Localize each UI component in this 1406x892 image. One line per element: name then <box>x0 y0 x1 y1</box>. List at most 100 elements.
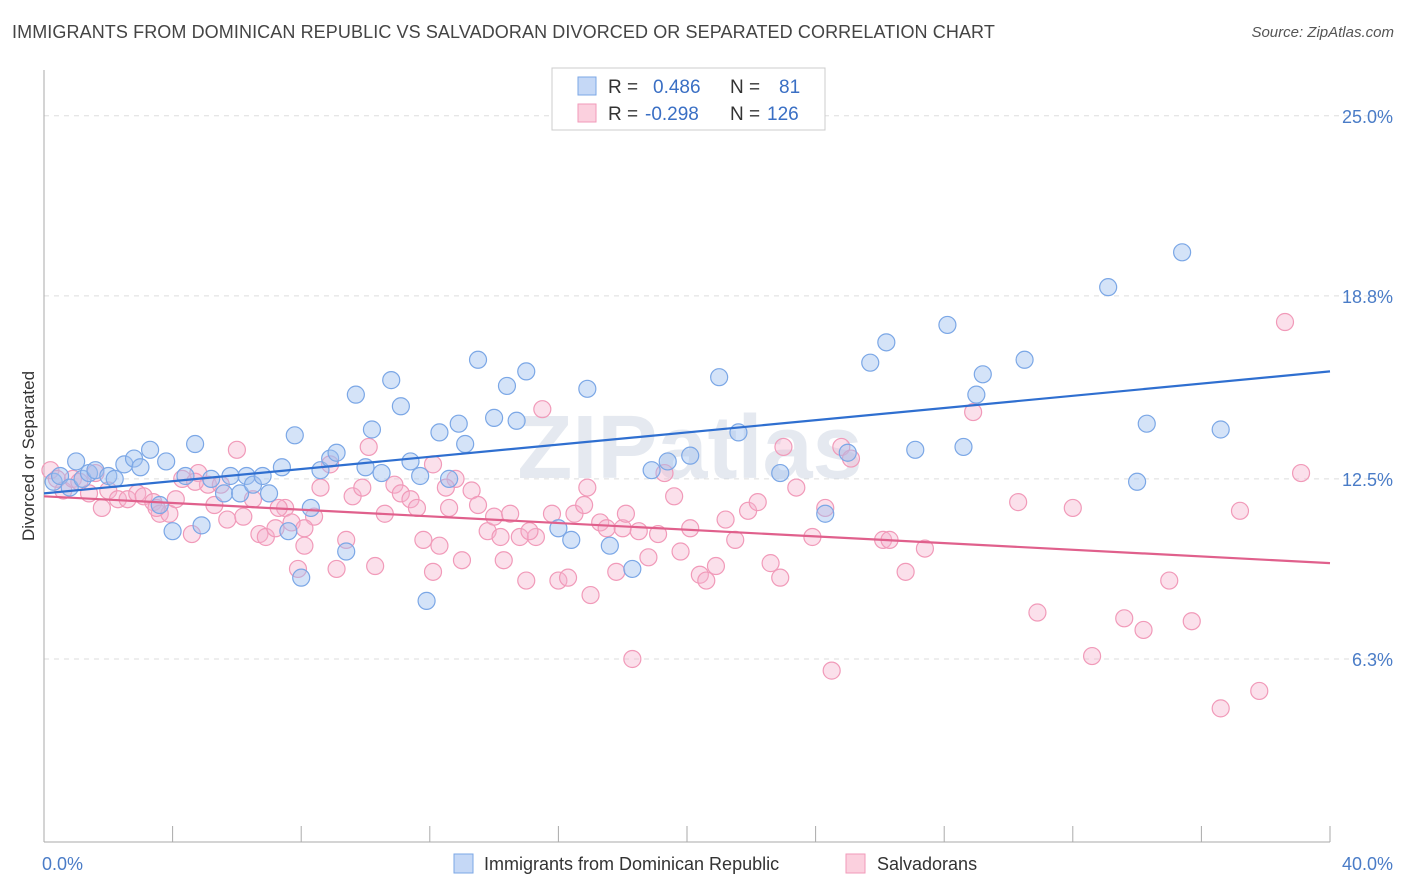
dominican-point-17 <box>186 434 205 454</box>
dominican-point-20 <box>214 484 234 503</box>
dominican-point-61 <box>681 446 700 465</box>
dominican-point-30 <box>292 568 311 587</box>
dominican-point-74 <box>1015 350 1034 369</box>
dominican-point-57 <box>600 536 619 555</box>
salvadoran-point-123 <box>774 437 793 457</box>
salvadoran-point-35 <box>311 478 330 497</box>
salvadoran-point-125 <box>578 478 597 497</box>
salvadoran-point-107 <box>1134 620 1153 640</box>
legend-n-value-blue: 81 <box>779 77 800 98</box>
salvadoran-point-113 <box>1275 312 1295 332</box>
legend-n-value-pink: 126 <box>767 104 799 125</box>
dominican-point-34 <box>327 443 346 462</box>
dominican-point-45 <box>430 423 449 442</box>
salvadoran-point-105 <box>1082 646 1102 666</box>
salvadoran-point-108 <box>1160 571 1179 590</box>
salvadoran-point-74 <box>623 649 642 669</box>
salvadoran-point-25 <box>234 507 253 526</box>
dominican-point-47 <box>449 414 468 433</box>
salvadoran-point-33 <box>295 536 314 555</box>
salvadoran-point-53 <box>452 551 472 570</box>
salvadoran-point-85 <box>716 510 735 529</box>
salvadoran-point-51 <box>439 498 459 518</box>
source-label: Source: ZipAtlas.com <box>1251 24 1394 41</box>
salvadoran-point-48 <box>414 530 433 549</box>
salvadoran-points <box>41 312 1311 718</box>
y-tick-label-0: 6.3% <box>1352 650 1393 670</box>
salvadoran-point-55 <box>468 495 488 515</box>
salvadoran-point-109 <box>1182 612 1201 631</box>
y-tick-label-3: 25.0% <box>1342 107 1393 127</box>
dominican-point-40 <box>382 371 401 390</box>
dominican-point-52 <box>507 411 526 430</box>
dominican-point-18 <box>192 516 211 535</box>
dominican-point-76 <box>1127 472 1147 491</box>
salvadoran-point-50 <box>430 536 449 555</box>
salvadoran-point-37 <box>327 559 346 579</box>
dominican-point-58 <box>623 559 642 579</box>
dominican-point-77 <box>1137 414 1156 433</box>
salvadoran-point-77 <box>648 524 668 544</box>
salvadoran-point-40 <box>353 478 372 497</box>
dominican-point-50 <box>485 408 504 427</box>
chart-title: IMMIGRANTS FROM DOMINICAN REPUBLIC VS SA… <box>12 22 995 42</box>
bottom-legend-swatch-blue <box>453 853 474 874</box>
salvadoran-point-45 <box>391 484 410 503</box>
salvadoran-point-59 <box>501 504 520 523</box>
salvadoran-point-84 <box>706 556 726 576</box>
salvadoran-point-102 <box>1009 493 1028 512</box>
salvadoran-point-93 <box>816 498 835 518</box>
dominican-point-1 <box>50 466 70 486</box>
salvadoran-point-75 <box>629 522 648 541</box>
salvadoran-point-47 <box>407 498 427 518</box>
dominican-point-16 <box>176 466 195 486</box>
salvadoran-point-49 <box>423 562 443 581</box>
legend-r-label-pink: R = <box>608 104 638 125</box>
dominican-point-28 <box>279 522 298 541</box>
dominican-point-27 <box>272 458 292 477</box>
dominican-point-31 <box>301 498 320 518</box>
dominican-point-49 <box>468 350 488 369</box>
salvadoran-point-96 <box>841 449 861 468</box>
watermark: ZIPatlas <box>517 398 862 498</box>
salvadoran-point-124 <box>147 498 166 518</box>
legend-r-value-pink: -0.298 <box>645 104 699 125</box>
dominican-point-53 <box>517 362 536 381</box>
dominican-point-65 <box>816 504 835 523</box>
dominican-point-43 <box>411 466 430 486</box>
dominican-point-68 <box>877 333 896 352</box>
salvadoran-point-72 <box>607 562 626 581</box>
salvadoran-point-58 <box>494 551 513 570</box>
bottom-legend: Immigrants from Dominican Republic Salva… <box>453 853 977 874</box>
dominican-point-12 <box>140 440 160 459</box>
y-tick-label-2: 18.8% <box>1342 287 1393 307</box>
dominican-point-51 <box>497 376 517 396</box>
salvadoran-point-99 <box>896 562 915 581</box>
salvadoran-point-66 <box>558 568 578 587</box>
dominican-point-11 <box>131 458 150 477</box>
salvadoran-point-69 <box>581 585 600 605</box>
salvadoran-point-1 <box>47 469 66 488</box>
dominican-point-22 <box>231 484 250 503</box>
dominican-point-38 <box>362 420 382 439</box>
salvadoran-point-7 <box>92 498 111 518</box>
salvadoran-point-41 <box>359 437 378 457</box>
salvadoran-point-122 <box>616 504 636 523</box>
salvadoran-point-86 <box>726 530 745 549</box>
legend-swatch-blue <box>577 76 597 96</box>
salvadoran-point-100 <box>915 539 935 558</box>
salvadoran-point-68 <box>575 495 594 515</box>
dominican-point-48 <box>456 434 475 454</box>
dominican-point-71 <box>954 437 973 457</box>
dominican-point-60 <box>658 452 677 471</box>
salvadoran-point-63 <box>533 400 552 419</box>
salvadoran-point-89 <box>761 554 780 573</box>
y-tick-labels: 6.3% 12.5% 18.8% 25.0% <box>1342 107 1393 670</box>
x-tick-label-1: 40.0% <box>1342 854 1393 874</box>
dominican-point-78 <box>1173 243 1192 262</box>
bottom-legend-swatch-pink <box>845 853 866 874</box>
legend-swatch-pink <box>577 103 597 123</box>
salvadoran-point-119 <box>491 527 510 547</box>
trend-lines <box>43 370 1331 565</box>
